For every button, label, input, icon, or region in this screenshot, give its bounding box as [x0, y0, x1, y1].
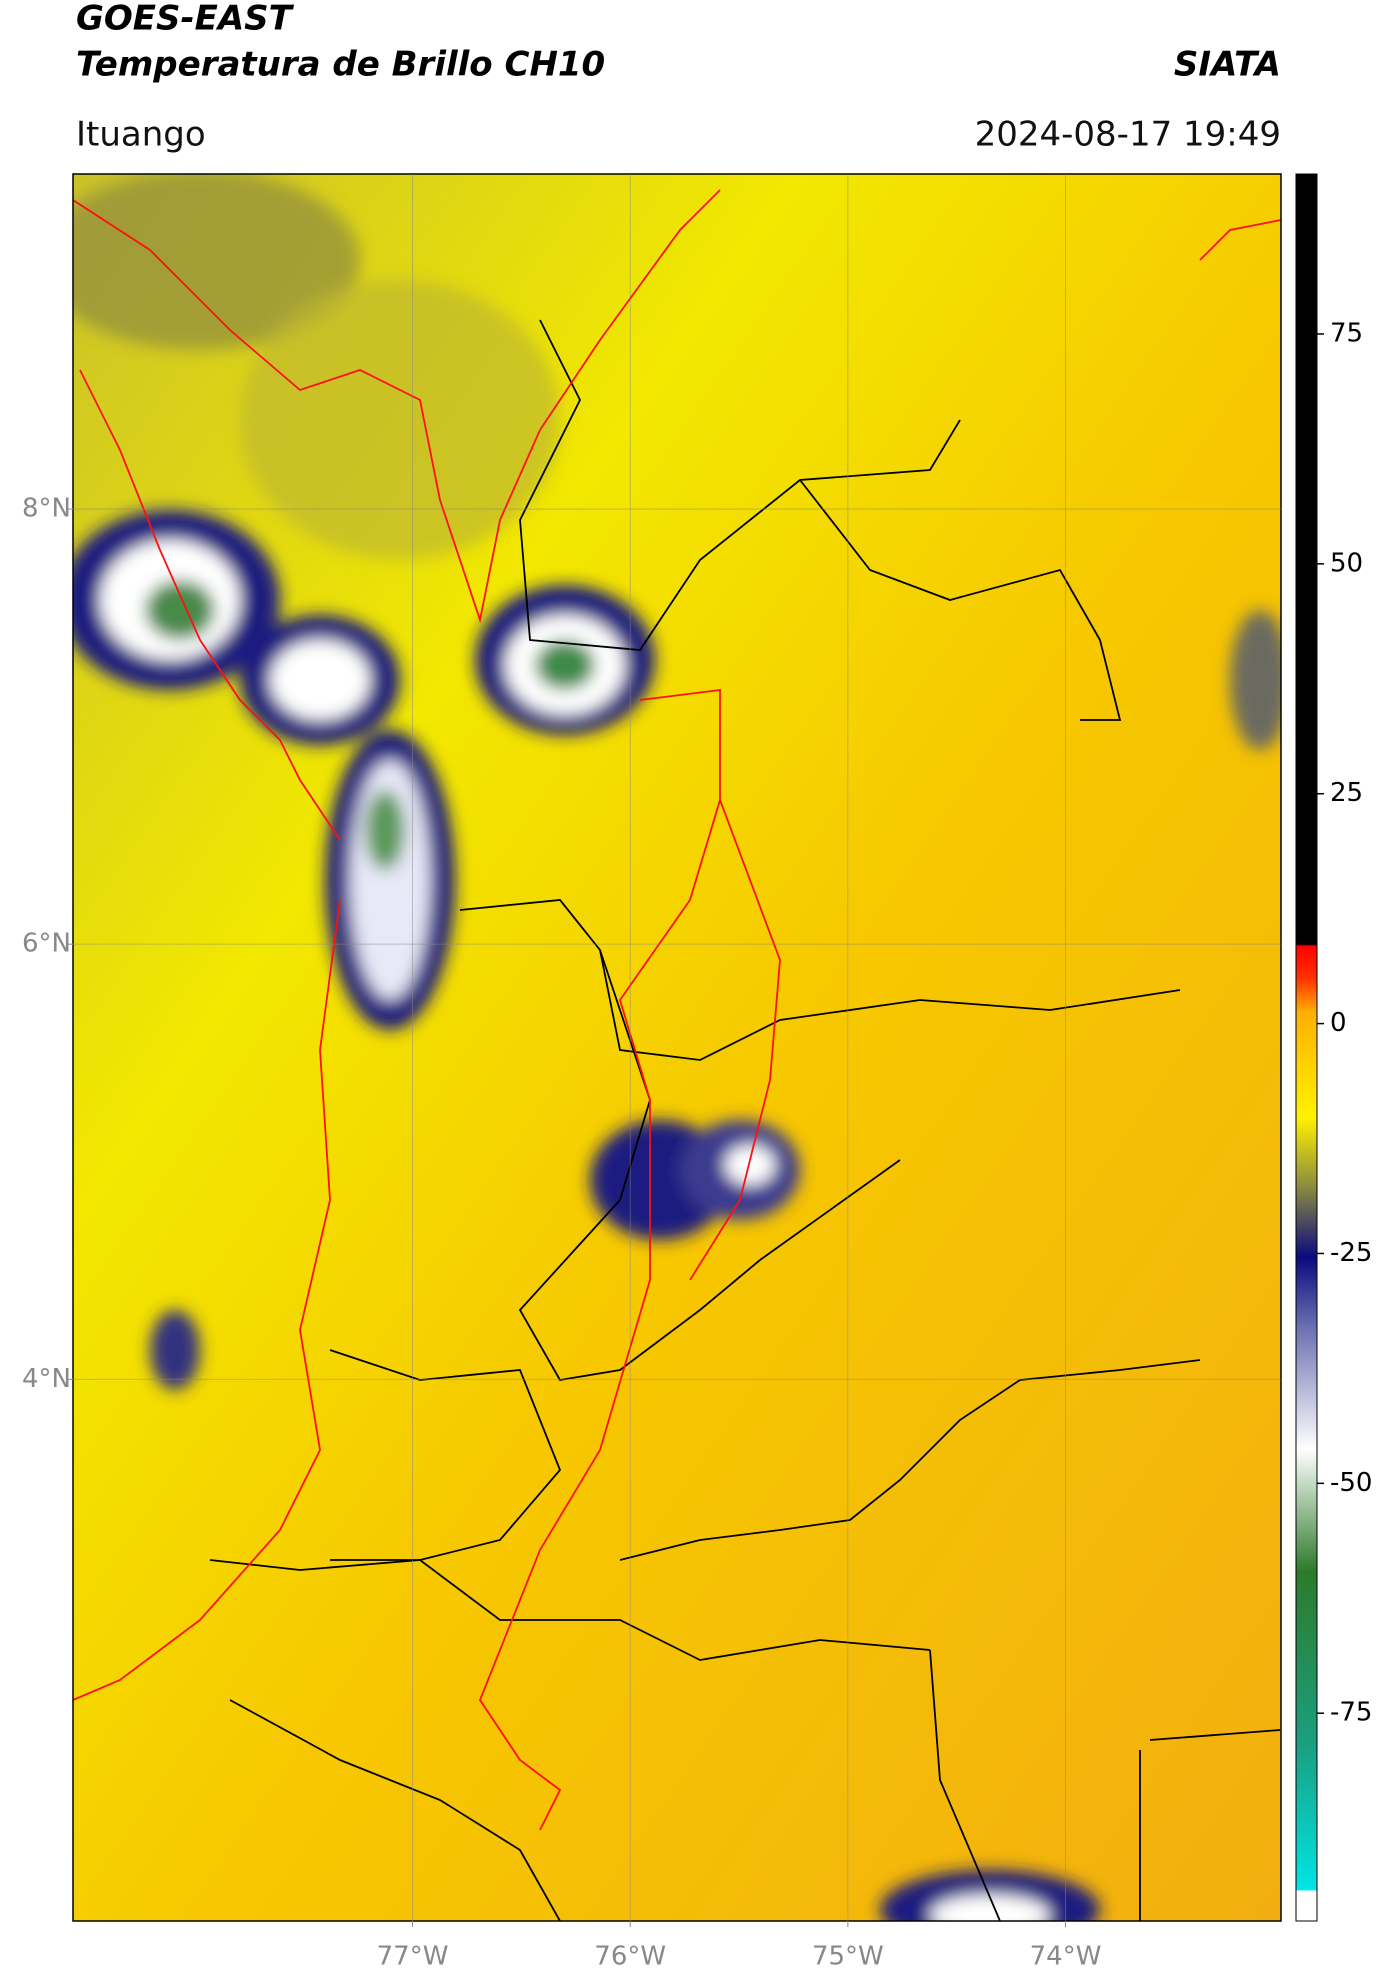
colorbar-label: -25 — [1330, 1238, 1372, 1268]
colorbar — [1295, 173, 1318, 1922]
subtitle: Temperatura de Brillo CH10 — [76, 45, 605, 85]
source: SIATA — [1174, 45, 1281, 85]
lat-label: 6°N — [22, 929, 71, 959]
lat-label: 4°N — [22, 1364, 71, 1394]
colorbar-label: 50 — [1330, 548, 1363, 578]
map-image — [73, 174, 1281, 1921]
colorbar-label: -75 — [1330, 1698, 1372, 1728]
map-frame — [72, 173, 1282, 1922]
datetime: 2024-08-17 19:49 — [975, 115, 1281, 155]
colorbar-label: -50 — [1330, 1468, 1372, 1498]
lon-label: 76°W — [594, 1942, 666, 1972]
lon-label: 77°W — [377, 1942, 449, 1972]
location: Ituango — [76, 115, 206, 155]
lon-label: 74°W — [1030, 1942, 1102, 1972]
lon-label: 75°W — [812, 1942, 884, 1972]
title: GOES-EAST — [76, 0, 295, 39]
colorbar-label: 25 — [1330, 778, 1363, 808]
colorbar-label: 75 — [1330, 318, 1363, 348]
lat-label: 8°N — [22, 494, 71, 524]
colorbar-label: 0 — [1330, 1008, 1347, 1038]
